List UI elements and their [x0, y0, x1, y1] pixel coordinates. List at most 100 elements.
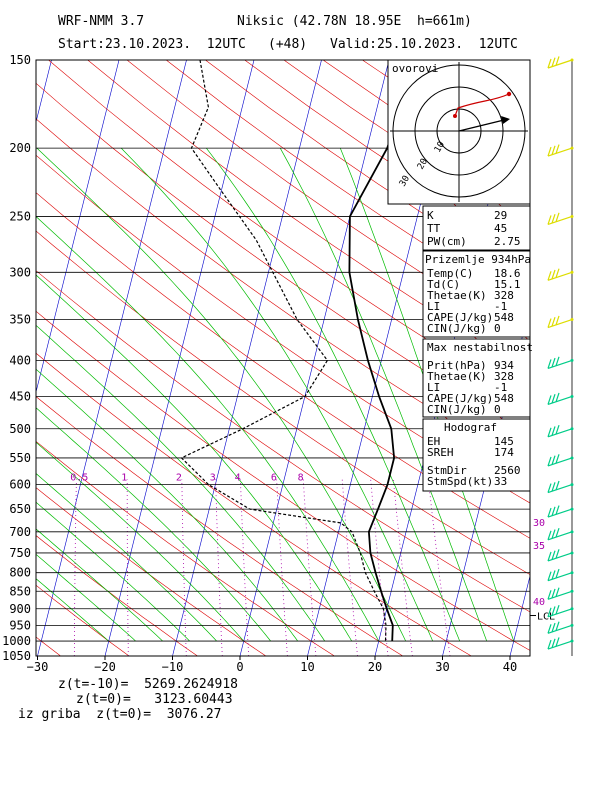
- footer-line-1: z(t=-10)= 5269.2624918: [58, 677, 239, 692]
- sfc-temp-value: 18.6: [494, 267, 521, 280]
- sfc-cape-label: CAPE(J/kg): [427, 311, 493, 324]
- surface-title: Prizemlje 934hPa: [425, 253, 531, 266]
- wind-barb: [547, 480, 574, 494]
- pressure-tick-label: 450: [9, 389, 31, 403]
- moist-adiabat-line: [36, 553, 136, 642]
- mixing-ratio-label: 6: [271, 473, 277, 484]
- theta-e-label: 40: [533, 597, 545, 608]
- mixing-ratio-line: [276, 479, 288, 656]
- wind-barb: [547, 587, 574, 600]
- hod-eh-label: EH: [427, 435, 440, 448]
- dry-adiabat-line: [166, 60, 530, 311]
- moist-adiabat-line: [36, 501, 190, 642]
- pressure-tick-label: 950: [9, 618, 31, 632]
- idx-k-label: K: [427, 209, 434, 222]
- sfc-cape-value: 548: [494, 311, 514, 324]
- hod-stmspd-label: StmSpd(kt): [427, 475, 493, 488]
- pressure-tick-label: 600: [9, 478, 31, 492]
- instability-title: Max nestabilnost: [427, 341, 533, 354]
- moist-adiabat-line: [120, 147, 434, 642]
- hodograph-panel: ovorovi 10 20 30: [387, 59, 531, 205]
- pressure-tick-label: 900: [9, 602, 31, 616]
- wind-barb: [547, 549, 574, 562]
- wind-barb: [547, 528, 574, 541]
- wind-barb: [547, 315, 574, 329]
- mixing-ratio-line: [126, 479, 129, 656]
- hod-sreh-value: 174: [494, 446, 514, 459]
- inst-cin-value: 0: [494, 403, 501, 416]
- wind-barb: [547, 568, 574, 582]
- idx-pw-label: PW(cm): [427, 235, 467, 248]
- pressure-tick-label: 800: [9, 566, 31, 580]
- hodograf-panel: Hodograf EH 145 SREH 174 StmDir 2560 Stm…: [422, 418, 531, 492]
- pressure-tick-label: 400: [9, 353, 31, 367]
- wind-barb: [547, 268, 574, 281]
- start-time: Start:23.10.2023. 12UTC: [58, 37, 246, 52]
- moist-adiabat-line: [36, 528, 163, 642]
- temp-tick-label: 40: [503, 660, 517, 674]
- svg-text:20: 20: [416, 157, 430, 171]
- mixing-ratio-line: [73, 479, 77, 656]
- idx-pw-value: 2.75: [494, 235, 521, 248]
- pressure-tick-label: 850: [9, 584, 31, 598]
- pressure-tick-label: 200: [9, 141, 31, 155]
- sfc-td-value: 15.1: [494, 278, 521, 291]
- mixing-ratio-label: 4: [235, 473, 241, 484]
- hodograph-label: ovorovi: [392, 62, 438, 75]
- mixing-ratio-label: 1: [121, 473, 127, 484]
- pressure-tick-label: 500: [9, 422, 31, 436]
- wind-barb: [547, 604, 574, 618]
- hodograf-title: Hodograf: [444, 421, 497, 434]
- isotherm-line: [104, 60, 255, 656]
- wind-barb: [547, 392, 574, 406]
- wind-barb: [547, 637, 574, 650]
- mixing-ratio-label: 2: [176, 473, 182, 484]
- inst-cape-label: CAPE(J/kg): [427, 392, 493, 405]
- instability-panel: Max nestabilnost Prit(hPa) 934 Thetae(K)…: [422, 338, 533, 418]
- wind-barb: [547, 56, 574, 69]
- svg-text:10: 10: [433, 140, 447, 154]
- station-title: Niksic (42.78N 18.95E h=661m): [237, 14, 472, 29]
- temp-tick-label: 20: [368, 660, 382, 674]
- sfc-cin-value: 0: [494, 322, 501, 335]
- wind-barb: [547, 356, 574, 369]
- idx-tt-label: TT: [427, 222, 441, 235]
- moist-adiabat-line: [36, 473, 217, 642]
- moist-adiabat-line: [36, 368, 298, 642]
- moist-adiabat-line: [36, 441, 244, 642]
- pressure-tick-label: 300: [9, 265, 31, 279]
- skew-t-diagram: 1502002503003504004505005506006507007508…: [2, 53, 574, 674]
- isotherm-line: [239, 60, 390, 656]
- hod-sreh-label: SREH: [427, 446, 454, 459]
- isotherm-line: [172, 60, 322, 656]
- mixing-ratio-label: 3: [210, 473, 216, 484]
- mixing-ratio-line: [341, 479, 358, 656]
- sfc-temp-label: Temp(C): [427, 267, 473, 280]
- sfc-li-value: -1: [494, 300, 507, 313]
- inst-cape-value: 548: [494, 392, 514, 405]
- mixing-ratio-label: 0.5: [70, 473, 88, 484]
- temperature-profile-line: [348, 60, 417, 642]
- pressure-tick-label: 650: [9, 502, 31, 516]
- idx-k-value: 29: [494, 209, 507, 222]
- hod-stmdir-label: StmDir: [427, 464, 467, 477]
- inst-li-value: -1: [494, 381, 507, 394]
- mixing-ratio-line: [427, 479, 451, 656]
- dry-adiabat-line: [36, 487, 267, 656]
- inst-thetae-value: 328: [494, 370, 514, 383]
- pressure-tick-label: 1000: [2, 634, 31, 648]
- mixing-ratio-line: [370, 479, 389, 656]
- wind-barb: [547, 212, 574, 226]
- hodograph-trace: [454, 93, 510, 117]
- footer-line-2: z(t=0)= 3123.60443: [76, 692, 233, 707]
- sfc-td-label: Td(C): [427, 278, 460, 291]
- isotherm-line: [36, 60, 120, 394]
- inst-li-label: LI: [427, 381, 440, 394]
- hod-stmdir-value: 2560: [494, 464, 521, 477]
- temp-tick-label: −30: [27, 660, 49, 674]
- pressure-tick-label: 550: [9, 451, 31, 465]
- inst-prit-label: Prit(hPa): [427, 359, 487, 372]
- pressure-tick-label: 350: [9, 313, 31, 327]
- inst-cin-label: CIN(J/kg): [427, 403, 487, 416]
- hod-stmspd-value: 33: [494, 475, 507, 488]
